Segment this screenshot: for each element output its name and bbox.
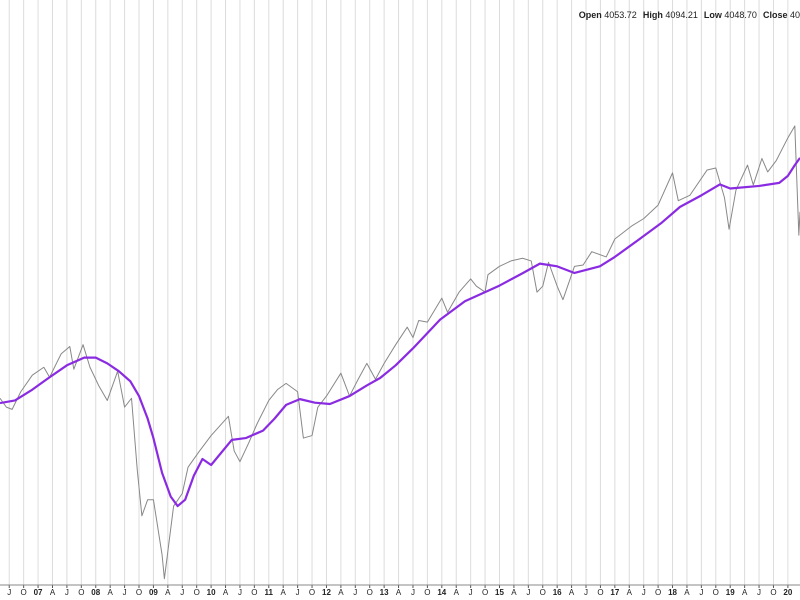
quote-label: Open [578,10,602,20]
x-tick-label: O [540,588,546,597]
quote-label: Low [703,10,722,20]
x-tick-label: J [7,588,11,597]
quote-value: 4053.72 [604,10,637,20]
x-tick-label: J [238,588,242,597]
x-tick-label: O [713,588,719,597]
x-tick-label: O [136,588,142,597]
series-line [0,125,800,580]
x-tick-label: J [123,588,127,597]
x-tick-label: A [107,588,113,597]
x-tick-label: 15 [495,588,504,597]
x-tick-label: A [454,588,460,597]
x-tick-label: A [338,588,344,597]
x-tick-label: J [180,588,184,597]
x-tick-label: 16 [553,588,562,597]
x-tick-label: J [642,588,646,597]
x-tick-label: J [65,588,69,597]
x-tick-label: J [757,588,761,597]
x-tick-label: A [396,588,402,597]
x-tick-label: A [223,588,229,597]
x-tick-label: A [684,588,690,597]
x-tick-label: 11 [265,588,274,597]
x-tick-label: 18 [668,588,677,597]
x-tick-label: A [742,588,748,597]
x-tick-label: 08 [91,588,100,597]
x-tick-label: A [511,588,517,597]
quote-value: 4048.70 [724,10,757,20]
quote-value: 4094.21 [665,10,698,20]
x-tick-label: 14 [437,588,446,597]
x-tick-label: A [281,588,287,597]
x-tick-label: J [411,588,415,597]
x-tick-label: O [655,588,661,597]
x-tick-label: A [50,588,56,597]
x-tick-label: O [309,588,315,597]
quote-bar: Open 4053.72 High 4094.21 Low 4048.70 Close… [573,10,800,20]
x-tick-label: J [353,588,357,597]
x-tick-label: A [627,588,633,597]
x-tick-label: J [584,588,588,597]
quote-label: Close [762,10,788,20]
x-tick-label: 07 [34,588,43,597]
x-tick-label: 10 [207,588,216,597]
x-tick-label: J [469,588,473,597]
x-tick-label: O [21,588,27,597]
x-tick-label: 19 [726,588,735,597]
x-tick-label: 13 [380,588,389,597]
x-tick-label: O [597,588,603,597]
x-tick-label: A [569,588,575,597]
quote-label: High [642,10,663,20]
x-tick-label: 09 [149,588,158,597]
x-tick-label: J [526,588,530,597]
x-tick-label: O [251,588,257,597]
x-tick-label: 17 [610,588,619,597]
x-tick-label: J [296,588,300,597]
x-tick-label: O [424,588,430,597]
x-tick-label: O [367,588,373,597]
x-tick-label: A [165,588,171,597]
series-line [0,157,800,508]
x-tick-label: J [699,588,703,597]
x-tick-label: 12 [322,588,331,597]
x-tick-label: O [194,588,200,597]
x-tick-label: O [770,588,776,597]
x-tick-label: 20 [783,588,792,597]
x-tick-label: O [78,588,84,597]
x-tick-label: O [482,588,488,597]
quote-value: 40 [789,10,800,20]
